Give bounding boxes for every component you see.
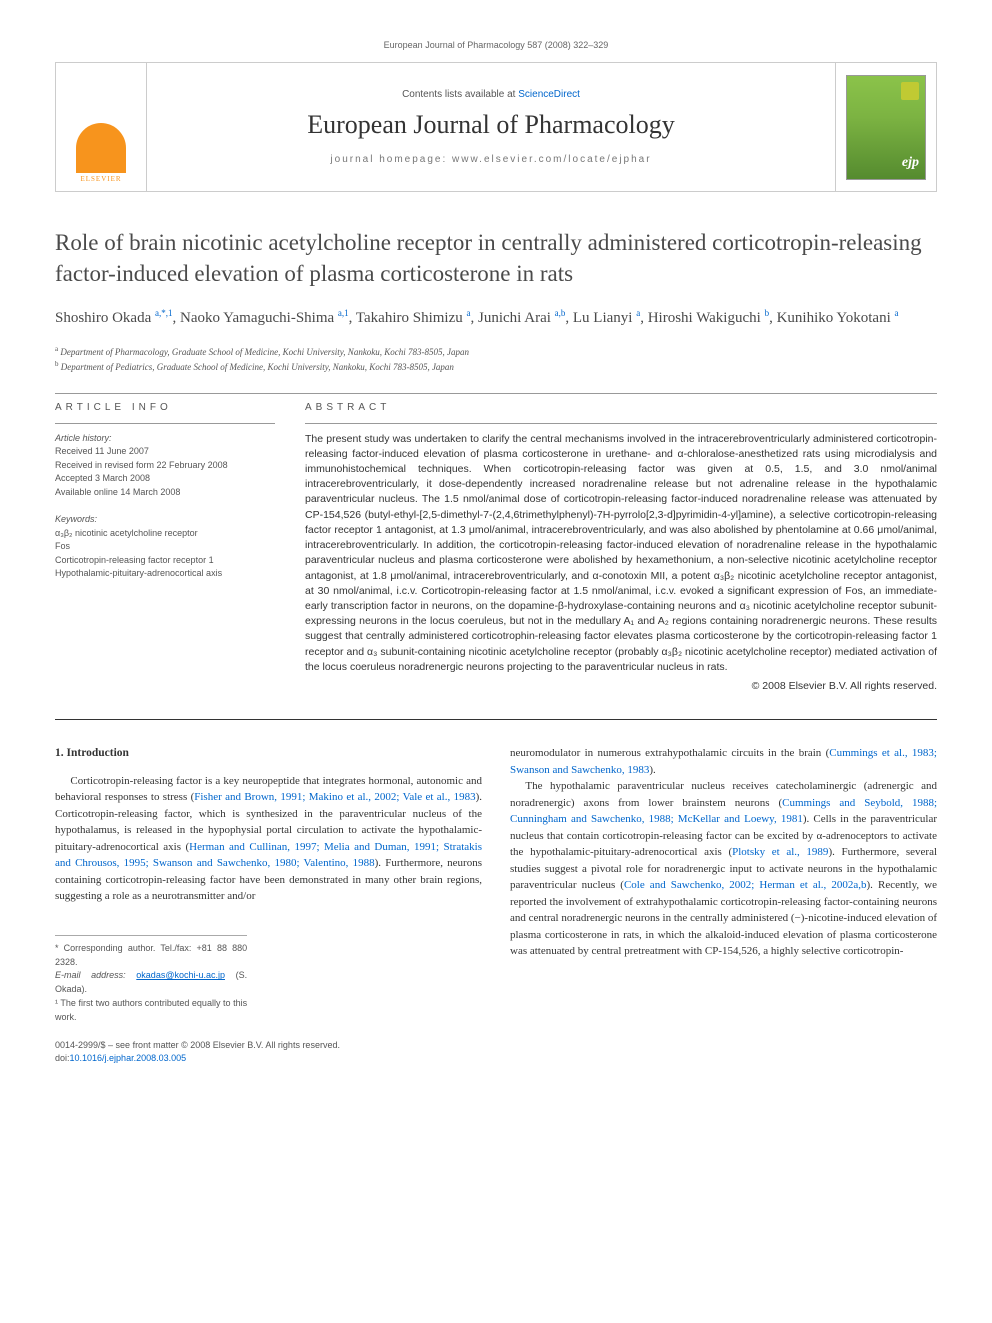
keyword: α₃β₂ nicotinic acetylcholine receptor bbox=[55, 527, 275, 541]
divider bbox=[305, 423, 937, 424]
history-line: Available online 14 March 2008 bbox=[55, 486, 275, 500]
homepage-url: www.elsevier.com/locate/ejphar bbox=[452, 154, 652, 165]
citation-link[interactable]: Cole and Sawchenko, 2002; Herman et al.,… bbox=[624, 879, 867, 891]
section-divider bbox=[55, 719, 937, 720]
affiliation-mark: a bbox=[55, 345, 58, 353]
intro-heading: 1. Introduction bbox=[55, 745, 482, 762]
front-matter-line: 0014-2999/$ – see front matter © 2008 El… bbox=[55, 1039, 482, 1052]
running-header: European Journal of Pharmacology 587 (20… bbox=[55, 40, 937, 50]
history-line: Accepted 3 March 2008 bbox=[55, 472, 275, 486]
abstract-body: The present study was undertaken to clar… bbox=[305, 433, 937, 673]
author-list: Shoshiro Okada a,*,1, Naoko Yamaguchi-Sh… bbox=[55, 307, 937, 330]
article-history-block: Article history: Received 11 June 2007 R… bbox=[55, 432, 275, 500]
affiliation-a: a Department of Pharmacology, Graduate S… bbox=[55, 344, 937, 360]
affiliation-text: Department of Pharmacology, Graduate Sch… bbox=[60, 347, 469, 357]
divider bbox=[55, 423, 275, 424]
elsevier-label: ELSEVIER bbox=[80, 175, 121, 183]
keywords-block: Keywords: α₃β₂ nicotinic acetylcholine r… bbox=[55, 513, 275, 581]
journal-title: European Journal of Pharmacology bbox=[307, 110, 675, 140]
text-run: neuromodulator in numerous extrahypothal… bbox=[510, 747, 829, 759]
corresponding-author-note: * Corresponding author. Tel./fax: +81 88… bbox=[55, 942, 247, 970]
footnotes: * Corresponding author. Tel./fax: +81 88… bbox=[55, 935, 247, 1026]
abstract-column: ABSTRACT The present study was undertake… bbox=[305, 402, 937, 695]
body-column-left: 1. Introduction Corticotropin-releasing … bbox=[55, 745, 482, 1065]
history-line: Received in revised form 22 February 200… bbox=[55, 459, 275, 473]
affiliation-text: Department of Pediatrics, Graduate Schoo… bbox=[61, 362, 454, 372]
sciencedirect-link[interactable]: ScienceDirect bbox=[518, 89, 580, 100]
email-label: E-mail address: bbox=[55, 970, 136, 980]
publisher-logo-cell: ELSEVIER bbox=[56, 63, 146, 191]
journal-header-center: Contents lists available at ScienceDirec… bbox=[146, 63, 836, 191]
intro-paragraph-1-continued: neuromodulator in numerous extrahypothal… bbox=[510, 745, 937, 778]
article-info-column: ARTICLE INFO Article history: Received 1… bbox=[55, 402, 275, 695]
abstract-label: ABSTRACT bbox=[305, 402, 937, 413]
equal-contribution-note: ¹ The first two authors contributed equa… bbox=[55, 997, 247, 1025]
intro-paragraph-2: The hypothalamic paraventricular nucleus… bbox=[510, 778, 937, 960]
body-two-column: 1. Introduction Corticotropin-releasing … bbox=[55, 745, 937, 1065]
info-abstract-row: ARTICLE INFO Article history: Received 1… bbox=[55, 402, 937, 695]
citation-link[interactable]: Plotsky et al., 1989 bbox=[732, 846, 828, 858]
affiliation-b: b Department of Pediatrics, Graduate Sch… bbox=[55, 359, 937, 375]
elsevier-tree-icon bbox=[76, 123, 126, 173]
history-line: Received 11 June 2007 bbox=[55, 445, 275, 459]
citation-link[interactable]: Fisher and Brown, 1991; Makino et al., 2… bbox=[194, 791, 475, 803]
divider bbox=[55, 393, 937, 394]
cover-thumb-cell bbox=[836, 63, 936, 191]
article-title: Role of brain nicotinic acetylcholine re… bbox=[55, 227, 937, 289]
intro-paragraph-1: Corticotropin-releasing factor is a key … bbox=[55, 773, 482, 905]
email-line: E-mail address: okadas@kochi-u.ac.jp (S.… bbox=[55, 969, 247, 997]
contents-available-line: Contents lists available at ScienceDirec… bbox=[402, 89, 580, 100]
keyword: Hypothalamic-pituitary-adrenocortical ax… bbox=[55, 567, 275, 581]
doi-prefix: doi: bbox=[55, 1053, 70, 1063]
article-info-label: ARTICLE INFO bbox=[55, 402, 275, 413]
history-label: Article history: bbox=[55, 432, 275, 446]
journal-homepage-line: journal homepage: www.elsevier.com/locat… bbox=[330, 154, 651, 165]
abstract-text: The present study was undertaken to clar… bbox=[305, 432, 937, 695]
body-column-right: neuromodulator in numerous extrahypothal… bbox=[510, 745, 937, 1065]
contents-prefix: Contents lists available at bbox=[402, 89, 518, 100]
keyword: Fos bbox=[55, 540, 275, 554]
affiliation-mark: b bbox=[55, 360, 59, 368]
doi-link[interactable]: 10.1016/j.ejphar.2008.03.005 bbox=[70, 1053, 187, 1063]
elsevier-logo: ELSEVIER bbox=[66, 113, 136, 183]
keywords-label: Keywords: bbox=[55, 513, 275, 527]
abstract-copyright: © 2008 Elsevier B.V. All rights reserved… bbox=[305, 679, 937, 694]
doi-line: doi:10.1016/j.ejphar.2008.03.005 bbox=[55, 1052, 482, 1065]
author-email-link[interactable]: okadas@kochi-u.ac.jp bbox=[136, 970, 225, 980]
affiliations: a Department of Pharmacology, Graduate S… bbox=[55, 344, 937, 375]
journal-header-box: ELSEVIER Contents lists available at Sci… bbox=[55, 62, 937, 192]
homepage-prefix: journal homepage: bbox=[330, 154, 452, 165]
journal-cover-thumbnail bbox=[846, 75, 926, 180]
footer-meta: 0014-2999/$ – see front matter © 2008 El… bbox=[55, 1039, 482, 1065]
text-run: ). bbox=[649, 764, 655, 776]
keyword: Corticotropin-releasing factor receptor … bbox=[55, 554, 275, 568]
